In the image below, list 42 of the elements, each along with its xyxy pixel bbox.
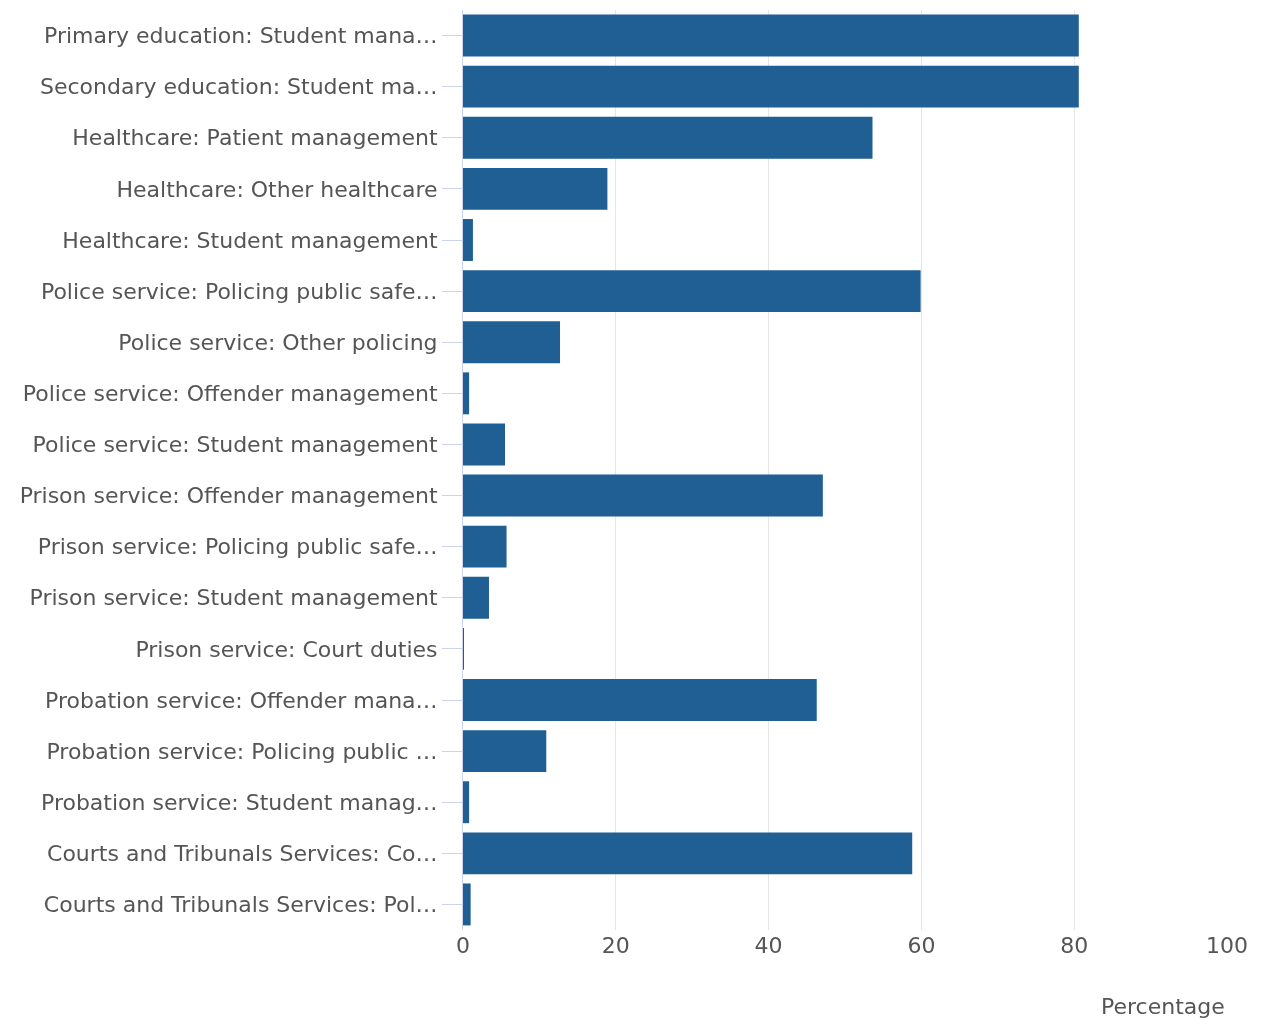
- x-tick-label: 60: [907, 933, 936, 958]
- y-tick-label: Healthcare: Patient management: [72, 125, 438, 151]
- bar: [463, 116, 873, 159]
- bar: [463, 883, 471, 926]
- bar: [463, 679, 817, 721]
- y-tick-label: Courts and Tribunals Services: Co…: [47, 841, 438, 867]
- bar: [463, 167, 608, 210]
- y-tick-label: Primary education: Student mana…: [44, 23, 438, 49]
- y-tick-label: Probation service: Policing public …: [46, 738, 438, 764]
- y-tick-label: Courts and Tribunals Services: Pol…: [43, 892, 438, 918]
- y-tick-label: Healthcare: Student management: [62, 227, 438, 253]
- y-tick-label: Police service: Student management: [32, 432, 438, 458]
- bar: [463, 525, 507, 568]
- bar: [463, 321, 561, 364]
- x-axis-title: Percentage: [1101, 994, 1225, 1019]
- y-tick-label: Prison service: Court duties: [135, 636, 438, 662]
- y-tick-label: Probation service: Offender mana…: [45, 687, 438, 713]
- y-tick-label: Probation service: Student manag…: [41, 789, 438, 815]
- x-tick-label: 40: [754, 933, 783, 958]
- x-tick-label: 80: [1060, 933, 1089, 958]
- y-tick-label: Police service: Other policing: [118, 329, 438, 355]
- y-tick-label: Police service: Policing public safe…: [40, 278, 438, 304]
- x-tick-label: 0: [456, 933, 470, 958]
- x-tick-label: 100: [1206, 933, 1248, 958]
- y-tick-label: Healthcare: Other healthcare: [116, 176, 438, 202]
- bar: [463, 576, 489, 619]
- x-tick-label: 20: [601, 933, 630, 958]
- bar: [463, 372, 470, 415]
- bar: [463, 219, 473, 261]
- bar: [463, 832, 913, 875]
- bar: [463, 781, 470, 824]
- y-tick-label: Prison service: Policing public safe…: [37, 534, 438, 560]
- bar: [463, 730, 547, 773]
- y-tick-label: Secondary education: Student ma…: [40, 74, 438, 100]
- bar: [463, 270, 921, 313]
- y-tick-label: Prison service: Offender management: [19, 483, 438, 509]
- y-tick-label: Prison service: Student management: [29, 585, 438, 611]
- bar: [463, 65, 1079, 108]
- y-tick-label: Police service: Offender management: [22, 381, 438, 407]
- bar: [463, 14, 1079, 57]
- bar: [463, 423, 506, 466]
- bar: [463, 474, 823, 517]
